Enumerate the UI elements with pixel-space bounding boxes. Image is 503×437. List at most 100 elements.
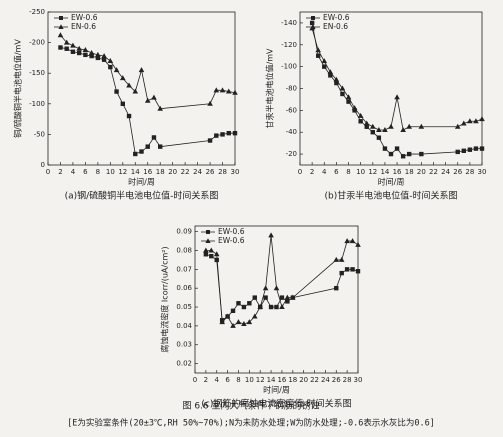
point bbox=[388, 151, 394, 157]
point bbox=[226, 130, 231, 136]
point bbox=[58, 45, 63, 50]
point bbox=[126, 82, 132, 88]
point bbox=[309, 20, 315, 26]
point bbox=[151, 135, 157, 140]
point bbox=[394, 94, 400, 100]
x-tick-label: 10 bbox=[245, 376, 254, 384]
point bbox=[207, 138, 213, 143]
point bbox=[357, 112, 364, 118]
point bbox=[252, 295, 257, 300]
point bbox=[315, 47, 321, 53]
x-tick-label: 18 bbox=[156, 168, 165, 176]
point bbox=[101, 57, 107, 62]
point bbox=[232, 130, 238, 136]
point bbox=[418, 123, 425, 129]
x-tick-label: 26 bbox=[206, 168, 215, 176]
point bbox=[246, 319, 253, 325]
x-tick-label: 28 bbox=[218, 168, 227, 176]
y-axis-label: 腐蚀电流密度 Icorr/(uA/cm²) bbox=[160, 246, 170, 352]
point bbox=[454, 123, 461, 129]
point bbox=[76, 50, 82, 56]
point bbox=[406, 123, 412, 129]
point bbox=[316, 53, 321, 58]
point bbox=[236, 301, 241, 306]
point bbox=[339, 270, 344, 276]
point bbox=[388, 123, 394, 129]
point bbox=[382, 127, 388, 133]
point bbox=[339, 85, 346, 91]
point bbox=[285, 299, 290, 304]
point bbox=[279, 304, 285, 310]
point bbox=[208, 247, 215, 253]
legend-marker bbox=[206, 230, 210, 234]
point bbox=[95, 51, 101, 57]
point bbox=[219, 87, 226, 93]
x-tick-label: 16 bbox=[143, 168, 152, 176]
plot-frame bbox=[47, 11, 236, 166]
point bbox=[224, 313, 231, 319]
series-line bbox=[311, 22, 482, 157]
x-tick-label: 18 bbox=[288, 376, 297, 384]
point bbox=[95, 55, 101, 61]
point bbox=[344, 267, 350, 272]
x-tick-label: 14 bbox=[131, 168, 140, 176]
point bbox=[70, 42, 76, 48]
point bbox=[346, 99, 351, 104]
point bbox=[467, 147, 473, 152]
figure-title: 图 6.6 室内大气条件下钢筋的锈蚀 bbox=[182, 400, 319, 412]
point bbox=[461, 148, 466, 153]
x-tick-label: 14 bbox=[380, 168, 389, 176]
point bbox=[113, 67, 120, 73]
y-tick-label: -250 bbox=[29, 8, 45, 16]
point bbox=[328, 73, 333, 78]
legend-label: EW-0.6 bbox=[218, 236, 245, 245]
y-tick-label: 0.03 bbox=[176, 341, 192, 349]
chart-caption: (b)甘汞半电池电位值-时间关系图 bbox=[325, 190, 458, 202]
chart-caption: (a)钢/硫酸铜半电池电位值-时间关系图 bbox=[65, 190, 219, 202]
point bbox=[461, 120, 467, 126]
point bbox=[376, 135, 382, 140]
point bbox=[338, 256, 345, 262]
point bbox=[358, 119, 363, 124]
x-tick-label: 18 bbox=[405, 168, 414, 176]
point bbox=[120, 101, 125, 106]
point bbox=[63, 39, 70, 45]
x-tick-label: 24 bbox=[441, 168, 450, 176]
chart-caption: (c)钢筋的腐蚀电流密度值-时间关系图 bbox=[201, 398, 351, 410]
point bbox=[158, 144, 163, 149]
x-tick-label: 2 bbox=[204, 376, 208, 384]
x-tick-label: 14 bbox=[267, 376, 276, 384]
point bbox=[225, 88, 232, 94]
point bbox=[279, 295, 285, 300]
y-tick-label: 0.06 bbox=[176, 284, 192, 292]
x-tick-label: 6 bbox=[83, 168, 88, 176]
point bbox=[76, 45, 82, 51]
point bbox=[83, 52, 88, 58]
point bbox=[407, 151, 412, 157]
point bbox=[370, 130, 375, 135]
point bbox=[251, 313, 258, 319]
point bbox=[241, 321, 247, 326]
y-tick-label: -80 bbox=[286, 85, 297, 93]
x-tick-label: 20 bbox=[299, 376, 308, 384]
x-tick-label: 10 bbox=[356, 168, 365, 176]
x-tick-label: 22 bbox=[429, 168, 438, 176]
y-tick-label: -60 bbox=[286, 106, 297, 114]
point bbox=[144, 97, 151, 103]
point bbox=[133, 151, 138, 157]
point bbox=[64, 46, 69, 51]
point bbox=[157, 105, 163, 111]
x-tick-label: 4 bbox=[71, 168, 76, 176]
x-tick-label: 6 bbox=[334, 168, 339, 176]
y-tick-label: -100 bbox=[281, 63, 297, 71]
point bbox=[139, 149, 144, 154]
legend-marker bbox=[205, 238, 211, 243]
point bbox=[400, 127, 406, 133]
y-tick-label: -150 bbox=[29, 69, 45, 77]
point bbox=[321, 58, 328, 64]
point bbox=[351, 105, 358, 111]
point bbox=[355, 241, 361, 247]
point bbox=[82, 46, 89, 52]
y-axis-label: 甘汞半电池电位值/mV bbox=[265, 48, 275, 128]
